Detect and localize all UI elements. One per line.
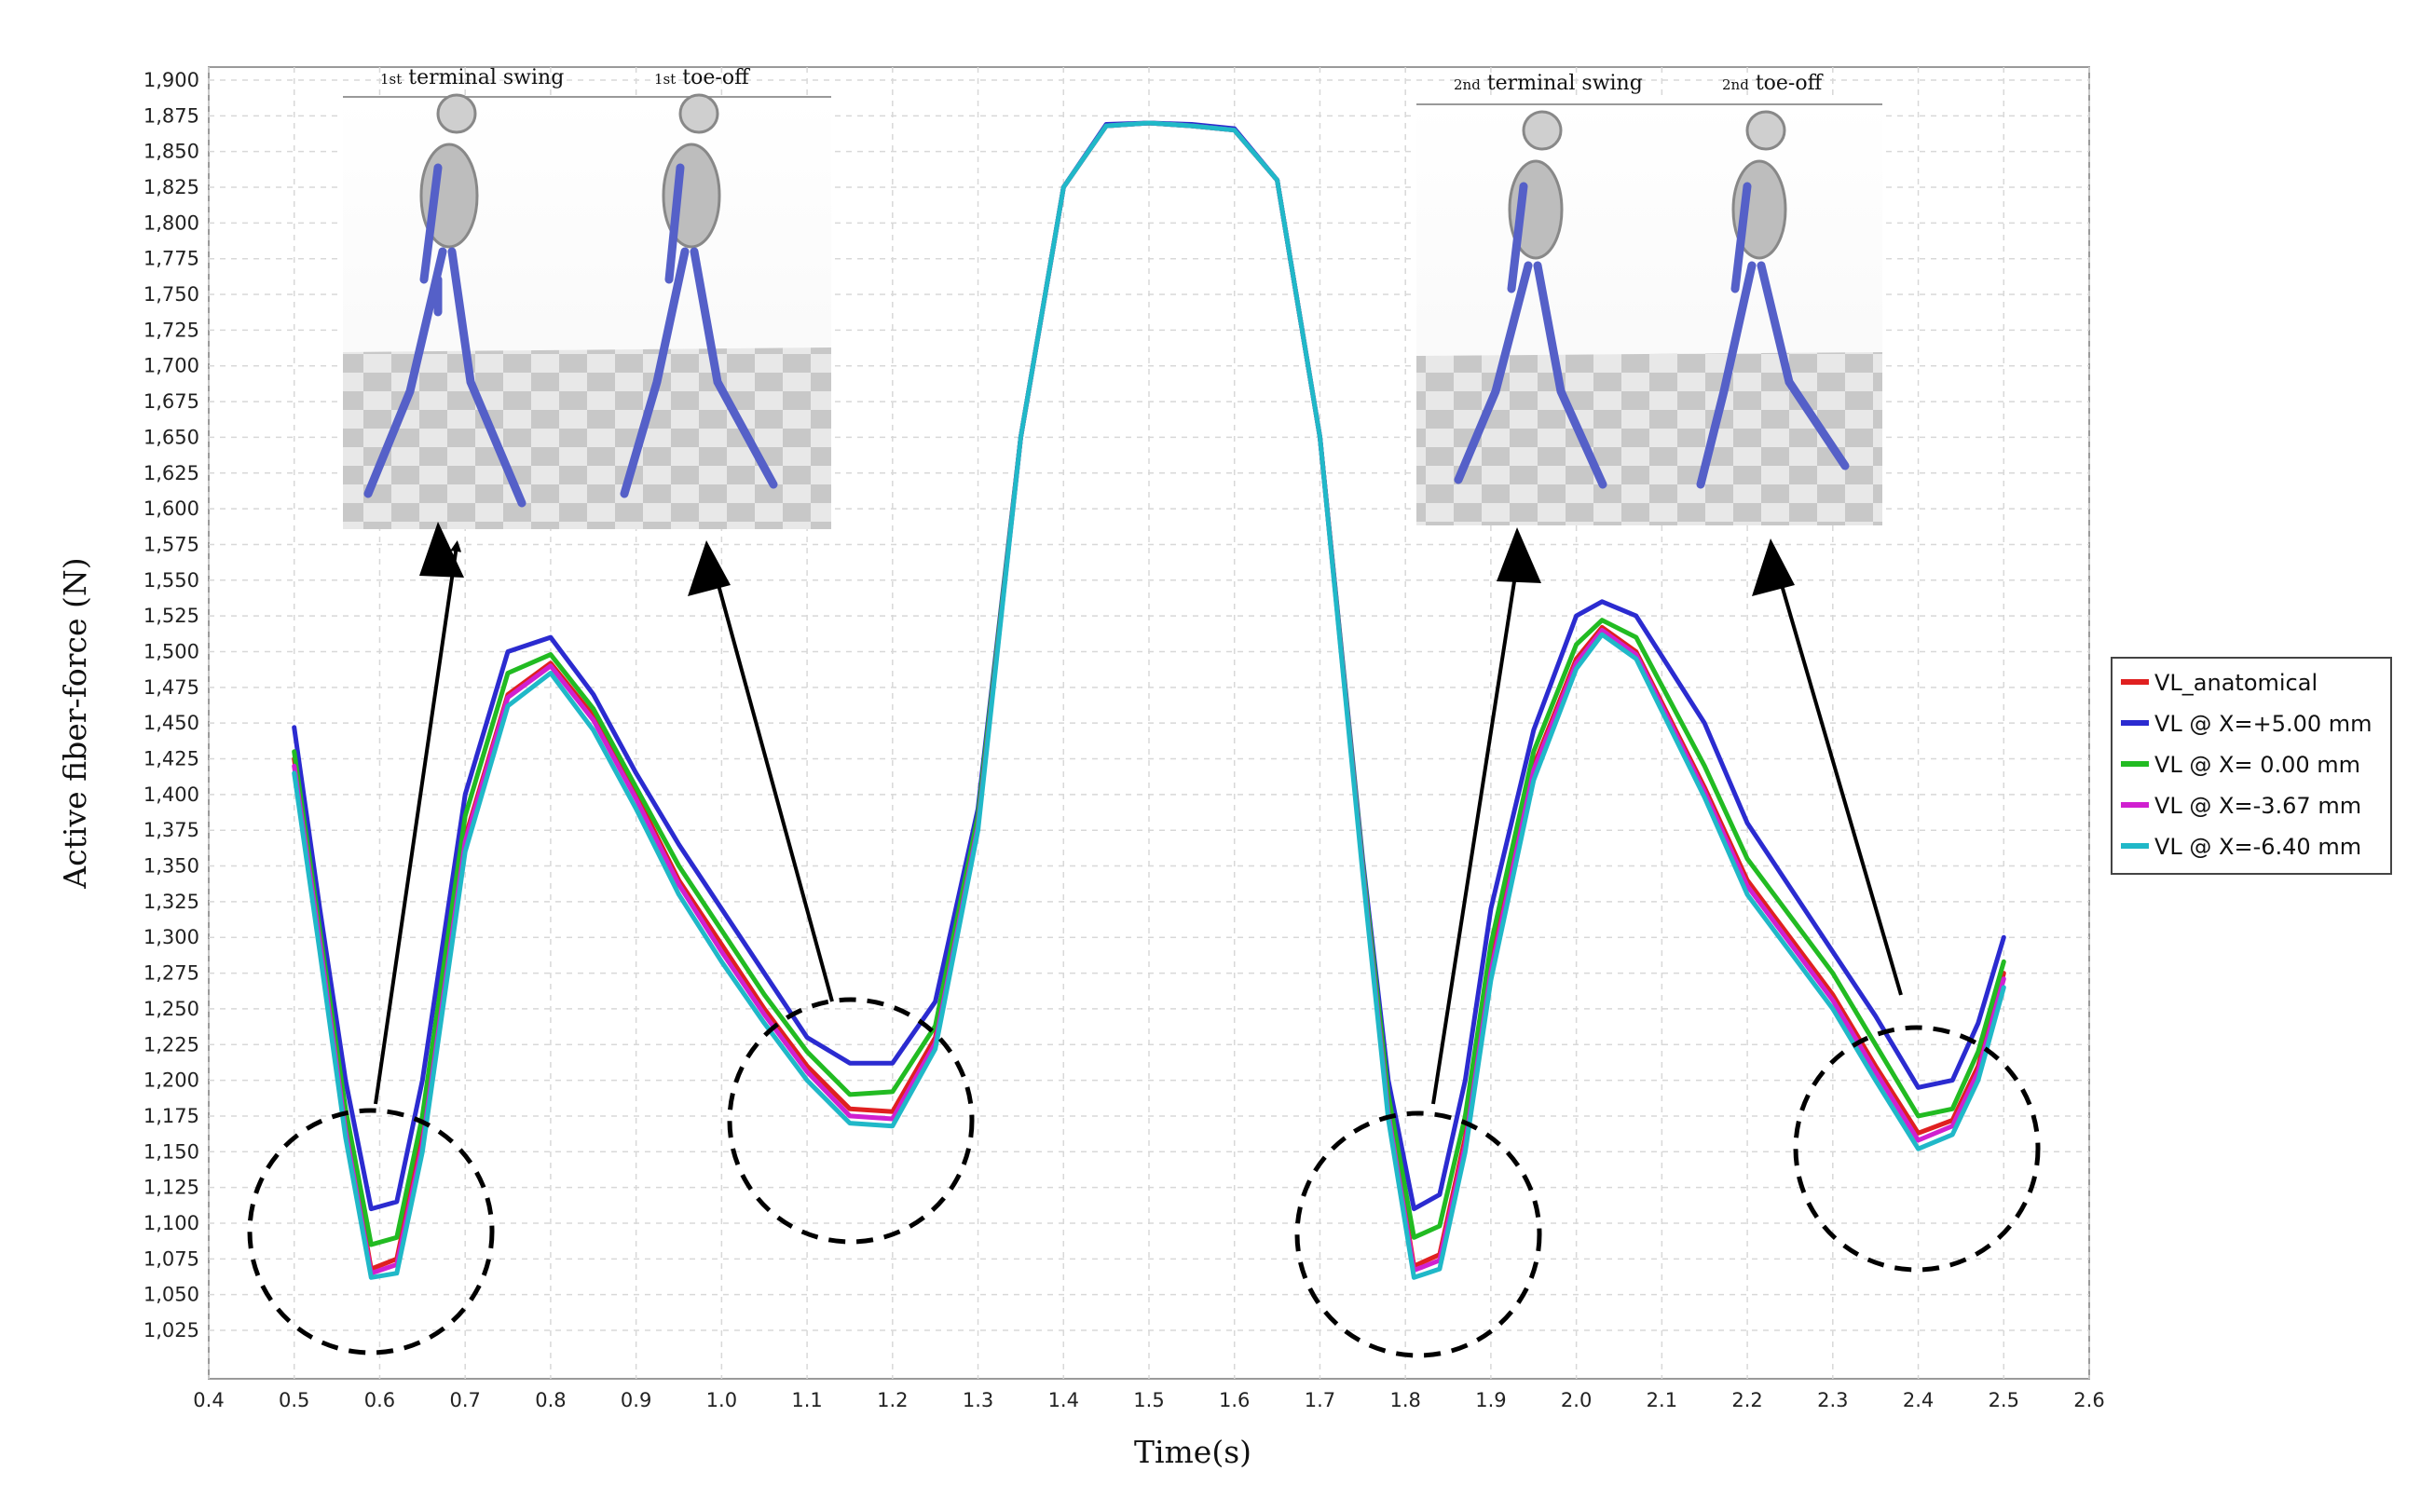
- x-tick-label: 2.6: [2073, 1389, 2104, 1411]
- y-tick-labels: 1,025 1,050 1,075 1,100 1,125 1,150 1,175 1,200…: [144, 69, 199, 1342]
- legend-entry-label: VL @ X=-6.40 mm: [2154, 834, 2361, 860]
- y-tick-label: 1,600: [144, 497, 199, 520]
- y-tick-label: 1,775: [144, 248, 199, 270]
- x-tick-label: 0.6: [364, 1389, 395, 1411]
- x-tick-label: 0.9: [621, 1389, 651, 1411]
- y-tick-label: 1,050: [144, 1284, 199, 1306]
- gridlines: [208, 67, 2090, 1379]
- y-tick-label: 1,450: [144, 712, 199, 734]
- y-tick-label: 1,700: [144, 355, 199, 377]
- x-tick-label: 1.3: [963, 1389, 993, 1411]
- x-tick-label: 1.6: [1219, 1389, 1250, 1411]
- x-tick-label: 0.7: [449, 1389, 480, 1411]
- y-tick-label: 1,750: [144, 283, 199, 306]
- x-tick-label: 2.4: [1903, 1389, 1934, 1411]
- x-tick-label: 2.2: [1731, 1389, 1762, 1411]
- annotation-arrows: [374, 540, 1903, 1105]
- skeleton-figure-3: [1454, 110, 1607, 489]
- y-tick-label: 1,875: [144, 104, 199, 127]
- y-tick-label: 1,725: [144, 319, 199, 341]
- highlight-circles: [247, 997, 2041, 1358]
- arrow-4: [1771, 557, 1903, 996]
- y-tick-label: 1,150: [144, 1140, 199, 1163]
- x-tick-label: 2.0: [1561, 1389, 1592, 1411]
- y-tick-label: 1,850: [144, 141, 199, 163]
- arrow-1: [374, 540, 462, 1105]
- y-tick-label: 1,475: [144, 676, 199, 699]
- x-tick-label: 2.1: [1647, 1389, 1677, 1411]
- y-tick-label: 1,650: [144, 426, 199, 448]
- arrow-2: [708, 559, 834, 1002]
- y-tick-label: 1,350: [144, 855, 199, 878]
- skeleton-figure-1: [363, 93, 526, 508]
- y-tick-label: 1,075: [144, 1247, 199, 1270]
- inset-left-caption-1: 1st terminal swing: [380, 66, 564, 89]
- x-tick-label: 2.3: [1817, 1389, 1848, 1411]
- y-tick-label: 1,825: [144, 176, 199, 198]
- x-tick-label: 1.5: [1133, 1389, 1164, 1411]
- legend-entry-label: VL @ X=+5.00 mm: [2154, 711, 2372, 737]
- y-tick-label: 1,100: [144, 1212, 199, 1234]
- legend: VL_anatomical VL @ X=+5.00 mm VL @ X= 0.00…: [2111, 657, 2392, 875]
- y-tick-label: 1,900: [144, 69, 199, 91]
- skeleton-figure-4: [1696, 110, 1850, 489]
- y-tick-label: 1,800: [144, 211, 199, 234]
- inset-image-left: 1st terminal swing 1st toe-off: [343, 66, 831, 529]
- x-tick-label: 1.2: [877, 1389, 908, 1411]
- y-axis-title: Active fiber-force (N): [57, 557, 93, 889]
- inset-right-caption-2: 2nd toe-off: [1722, 72, 1824, 95]
- y-tick-label: 1,425: [144, 748, 199, 770]
- x-tick-label: 2.5: [1989, 1389, 2019, 1411]
- x-tick-label: 0.8: [535, 1389, 566, 1411]
- y-tick-label: 1,550: [144, 569, 199, 592]
- y-tick-label: 1,025: [144, 1319, 199, 1342]
- x-tick-label: 1.0: [706, 1389, 737, 1411]
- x-tick-label: 0.4: [193, 1389, 224, 1411]
- series-line-5: [292, 120, 2006, 1280]
- x-tick-label: 1.4: [1048, 1389, 1079, 1411]
- inset-left-floor: [343, 347, 831, 529]
- x-tick-label: 0.5: [279, 1389, 309, 1411]
- y-tick-label: 1,575: [144, 533, 199, 555]
- y-tick-label: 1,300: [144, 926, 199, 948]
- inset-image-right: 2nd terminal swing 2nd toe-off: [1416, 72, 1882, 525]
- x-axis-title: Time(s): [1134, 1434, 1251, 1470]
- y-tick-label: 1,375: [144, 819, 199, 841]
- y-tick-label: 1,325: [144, 891, 199, 913]
- highlight-circle-2: [727, 997, 975, 1245]
- legend-entry-label: VL_anatomical: [2154, 670, 2318, 696]
- x-tick-label: 1.8: [1389, 1389, 1420, 1411]
- x-tick-labels: 0.4 0.5 0.6 0.7 0.8 0.9 1.0 1.1 1.2 1.3 1.4 1.5 1.6 1…: [193, 1389, 2104, 1411]
- inset-left-caption-2: 1st toe-off: [654, 66, 750, 89]
- arrow-3: [1431, 546, 1525, 1105]
- y-tick-label: 1,525: [144, 605, 199, 627]
- y-tick-label: 1,500: [144, 640, 199, 662]
- inset-right-caption-1: 2nd terminal swing: [1454, 72, 1643, 95]
- x-tick-label: 1.1: [791, 1389, 822, 1411]
- inset-right-floor: [1416, 352, 1882, 525]
- x-tick-label: 1.7: [1305, 1389, 1335, 1411]
- legend-entry-label: VL @ X=-3.67 mm: [2154, 793, 2361, 819]
- y-tick-label: 1,275: [144, 962, 199, 985]
- arrowheads: [419, 522, 1795, 596]
- legend-box: [2111, 657, 2392, 875]
- y-tick-label: 1,200: [144, 1069, 199, 1092]
- y-tick-label: 1,625: [144, 462, 199, 484]
- legend-entry-label: VL @ X= 0.00 mm: [2154, 752, 2360, 778]
- x-tick-label: 1.9: [1475, 1389, 1506, 1411]
- y-tick-label: 1,400: [144, 783, 199, 806]
- y-tick-label: 1,225: [144, 1033, 199, 1056]
- highlight-circle-3: [1294, 1110, 1542, 1358]
- highlight-circle-1: [247, 1108, 495, 1355]
- y-tick-label: 1,175: [144, 1105, 199, 1127]
- skeleton-figure-2: [620, 93, 778, 498]
- y-tick-label: 1,125: [144, 1177, 199, 1199]
- series-lines: [292, 120, 2006, 1280]
- highlight-circle-4: [1793, 1025, 2041, 1273]
- y-tick-label: 1,675: [144, 390, 199, 413]
- y-tick-label: 1,250: [144, 998, 199, 1020]
